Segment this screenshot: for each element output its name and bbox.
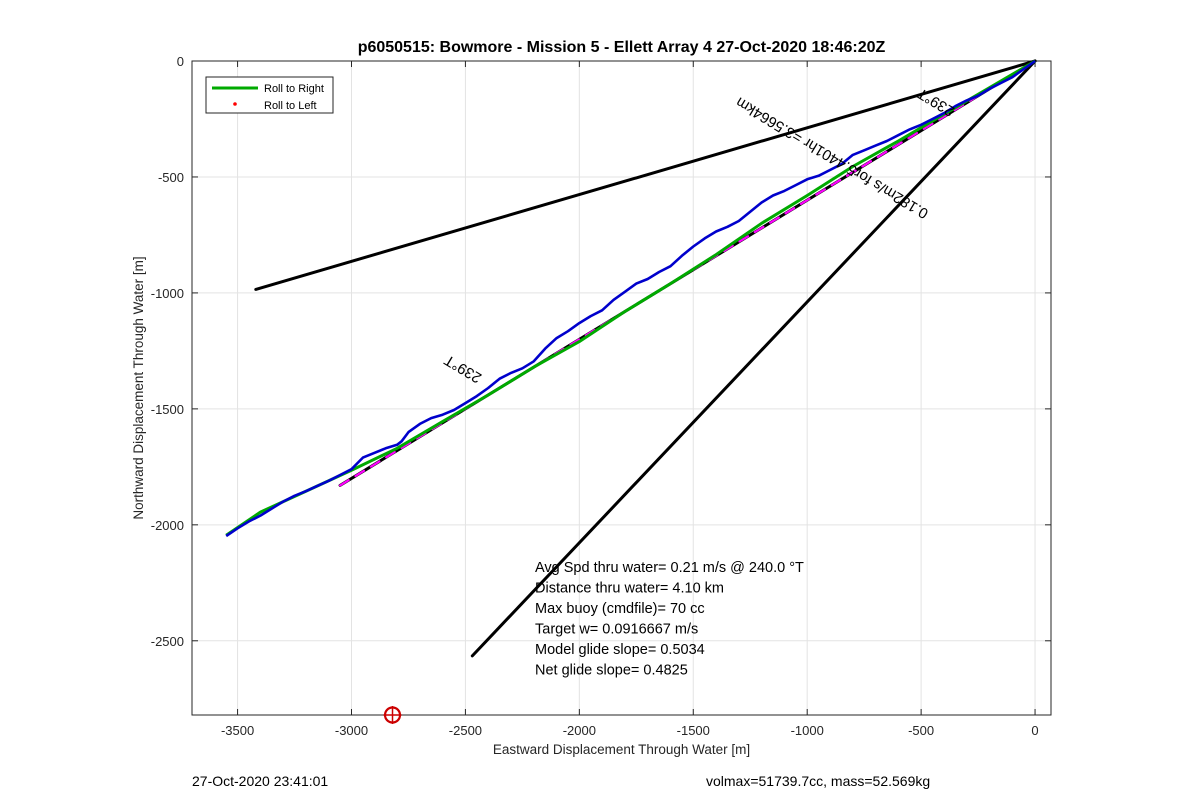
- y-tick-label: -2000: [151, 518, 184, 533]
- x-tick-label: 0: [1031, 723, 1038, 738]
- stats-text-line: Model glide slope= 0.5034: [535, 642, 705, 658]
- x-tick-label: -1500: [677, 723, 710, 738]
- y-tick-label: -1500: [151, 402, 184, 417]
- stats-text-line: Distance thru water= 4.10 km: [535, 581, 724, 597]
- glider-track-line: [225, 59, 1036, 538]
- legend: Roll to Right Roll to Left: [205, 76, 334, 114]
- stats-text-line: Net glide slope= 0.4825: [535, 663, 688, 679]
- x-tick-label: -3000: [335, 723, 368, 738]
- legend-box: [205, 76, 334, 114]
- heading-reference-line: [254, 59, 1037, 291]
- x-tick-label: -1000: [791, 723, 824, 738]
- legend-roll-left-swatch: [233, 102, 237, 106]
- heading-annotation: 239°T: [441, 351, 484, 386]
- glider-params-footer: volmax=51739.7cc, mass=52.569kg: [706, 773, 931, 789]
- x-tick-label: -2000: [563, 723, 596, 738]
- x-tick-label: -500: [908, 723, 934, 738]
- x-tick-label: -2500: [449, 723, 482, 738]
- legend-roll-left-label: Roll to Left: [264, 100, 317, 112]
- axes-box: [191, 60, 1052, 716]
- roll-right-track-line: [225, 59, 1036, 537]
- x-tick-label: -3500: [221, 723, 254, 738]
- y-tick-label: 0: [177, 54, 184, 69]
- chart-title: p6050515: Bowmore - Mission 5 - Ellett A…: [358, 39, 886, 56]
- y-tick-label: -500: [158, 170, 184, 185]
- y-tick-label: -1000: [151, 286, 184, 301]
- x-axis-label: Eastward Displacement Through Water [m]: [493, 742, 750, 757]
- stats-text-line: Max buoy (cmdfile)= 70 cc: [535, 601, 705, 617]
- y-axis-label: Northward Displacement Through Water [m]: [131, 256, 146, 519]
- heading-reference-line: [470, 59, 1037, 658]
- stats-text-line: Avg Spd thru water= 0.21 m/s @ 240.0 °T: [535, 560, 804, 576]
- legend-roll-right-label: Roll to Right: [264, 83, 324, 95]
- y-tick-label: -2500: [151, 634, 184, 649]
- timestamp-footer: 27-Oct-2020 23:41:01: [192, 773, 329, 789]
- stats-text-line: Target w= 0.0916667 m/s: [535, 622, 698, 638]
